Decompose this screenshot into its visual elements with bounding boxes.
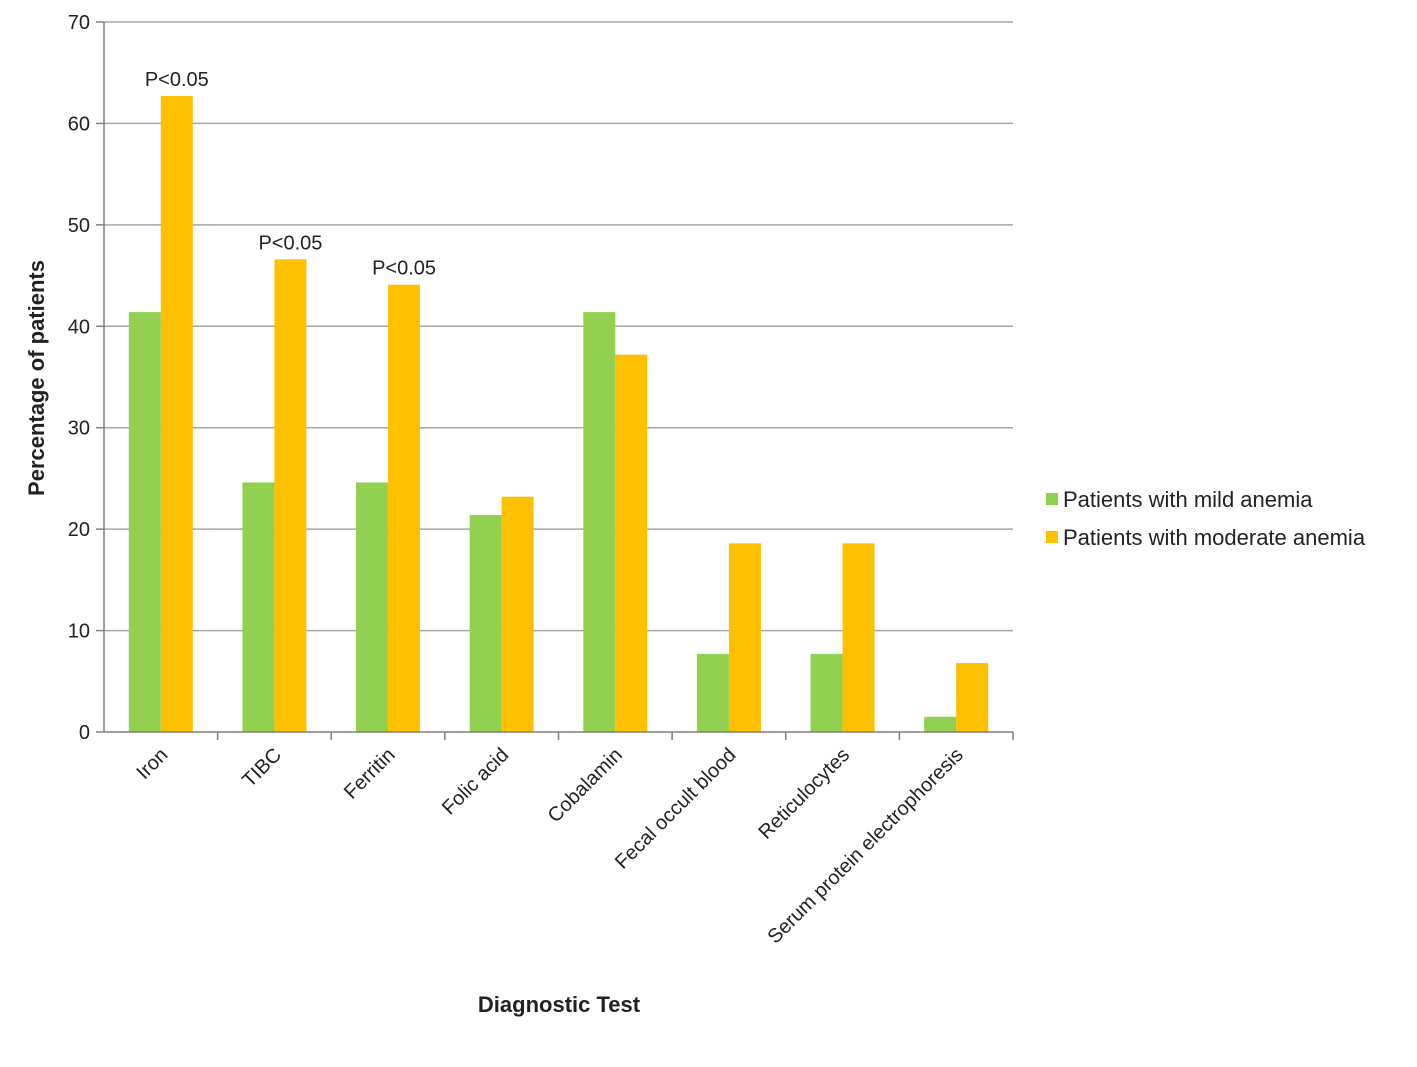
significance-annotation: P<0.05 <box>258 232 322 254</box>
x-axis-title: Diagnostic Test <box>478 992 641 1017</box>
bar-moderate <box>842 543 875 732</box>
legend: Patients with mild anemia Patients with m… <box>1046 487 1366 550</box>
bar-moderate <box>728 543 761 732</box>
x-tick-label: Serum protein electrophoresis <box>764 744 968 948</box>
y-tick-label: 0 <box>79 722 90 744</box>
bar-mild <box>128 312 161 732</box>
bar-moderate <box>501 496 534 732</box>
bars <box>128 96 989 733</box>
bar-mild <box>583 312 616 732</box>
bar-moderate <box>615 354 648 732</box>
bar-moderate <box>274 259 307 732</box>
gridlines <box>104 21 1013 632</box>
x-tick-label: Folic acid <box>438 744 513 819</box>
y-tick-label: 30 <box>68 418 90 440</box>
x-tick-label: Fecal occult blood <box>611 744 741 874</box>
bar-mild <box>810 653 843 732</box>
significance-annotation: P<0.05 <box>145 69 209 91</box>
axes <box>96 21 1014 740</box>
y-tick-label: 70 <box>68 12 90 34</box>
legend-swatch <box>1046 493 1058 505</box>
bar-moderate <box>388 284 421 732</box>
x-tick-label: Ferritin <box>340 744 400 804</box>
bar-moderate <box>956 663 989 732</box>
y-tick-label: 50 <box>68 215 90 237</box>
bar-mild <box>356 482 389 732</box>
y-tick-label: 60 <box>68 113 90 135</box>
x-tick-label: Cobalamin <box>544 744 627 827</box>
significance-annotation: P<0.05 <box>372 258 436 280</box>
y-tick-label: 10 <box>68 621 90 643</box>
bar-mild <box>242 482 275 732</box>
y-axis-title: Percentage of patients <box>24 260 49 496</box>
bar-mild <box>469 514 502 732</box>
bar-moderate <box>160 96 193 733</box>
bar-mild <box>696 653 729 732</box>
labels: 0 10 20 30 40 50 60 70 Iron TIBC Ferritin Folic aci… <box>68 12 968 948</box>
y-tick-label: 20 <box>68 519 90 541</box>
bar-mild <box>924 716 957 732</box>
legend-label: Patients with moderate anemia <box>1063 525 1366 550</box>
legend-label: Patients with mild anemia <box>1063 487 1313 512</box>
x-tick-label: Reticulocytes <box>754 744 854 844</box>
legend-swatch <box>1046 531 1058 543</box>
x-tick-label: TIBC <box>238 744 286 792</box>
x-tick-label: Iron <box>132 744 172 784</box>
y-tick-label: 40 <box>68 316 90 338</box>
